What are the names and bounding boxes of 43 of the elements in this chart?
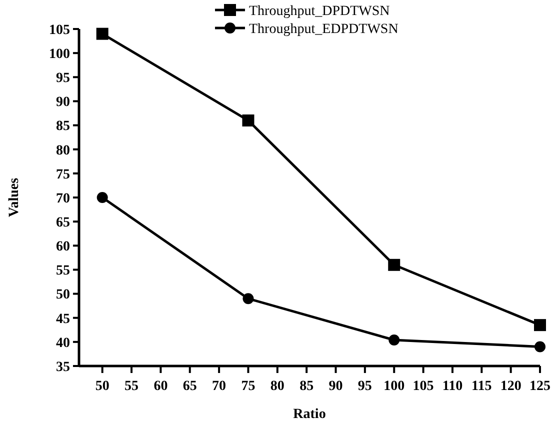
y-tick-label: 65	[56, 215, 70, 230]
point	[388, 258, 400, 271]
y-tick-label: 55	[56, 264, 70, 279]
x-tick-label: 90	[328, 379, 343, 394]
y-tick-label: 90	[56, 95, 70, 110]
x-tick-label: 105	[412, 379, 434, 394]
point	[534, 341, 546, 352]
x-tick-label: 120	[500, 379, 522, 394]
x-tick-label: 55	[124, 379, 139, 394]
point	[96, 192, 108, 203]
x-tick-label: 75	[241, 379, 256, 394]
x-tick-label: 70	[212, 379, 226, 394]
x-tick-label: 80	[270, 379, 284, 394]
x-tick-label: 125	[530, 379, 550, 394]
point	[534, 319, 546, 332]
y-tick-label: 85	[56, 119, 70, 134]
y-tick-label: 100	[49, 46, 70, 62]
y-axis-title: Values	[7, 177, 22, 218]
y-tick-label: 75	[56, 167, 70, 182]
x-tick-label: 50	[95, 379, 110, 394]
y-tick-label: 40	[56, 336, 70, 351]
point	[388, 334, 400, 346]
x-tick-label: 110	[442, 379, 463, 394]
x-tick-label: 95	[358, 379, 372, 394]
x-tick-label: 115	[472, 379, 492, 394]
legend-label: Throughput_EDPDTWSN	[249, 22, 398, 37]
legend-label: Throughput_DPDTWSN	[249, 4, 390, 19]
y-tick-label: 45	[56, 312, 70, 327]
x-tick-label: 60	[154, 379, 168, 394]
y-tick-label: 105	[49, 22, 70, 38]
y-tick-label: 50	[56, 288, 70, 303]
y-tick-label: 95	[56, 71, 70, 86]
point	[242, 293, 254, 304]
x-tick-label: 85	[300, 379, 314, 394]
y-tick-label: 35	[56, 360, 70, 375]
point	[96, 28, 108, 40]
x-axis-title: Ratio	[293, 407, 326, 422]
x-tick-label: 100	[384, 379, 405, 394]
x-tick-label: 65	[182, 379, 197, 394]
point	[242, 114, 254, 126]
y-tick-label: 80	[56, 143, 70, 158]
y-tick-label: 60	[56, 240, 70, 255]
y-tick-label: 70	[56, 191, 70, 206]
